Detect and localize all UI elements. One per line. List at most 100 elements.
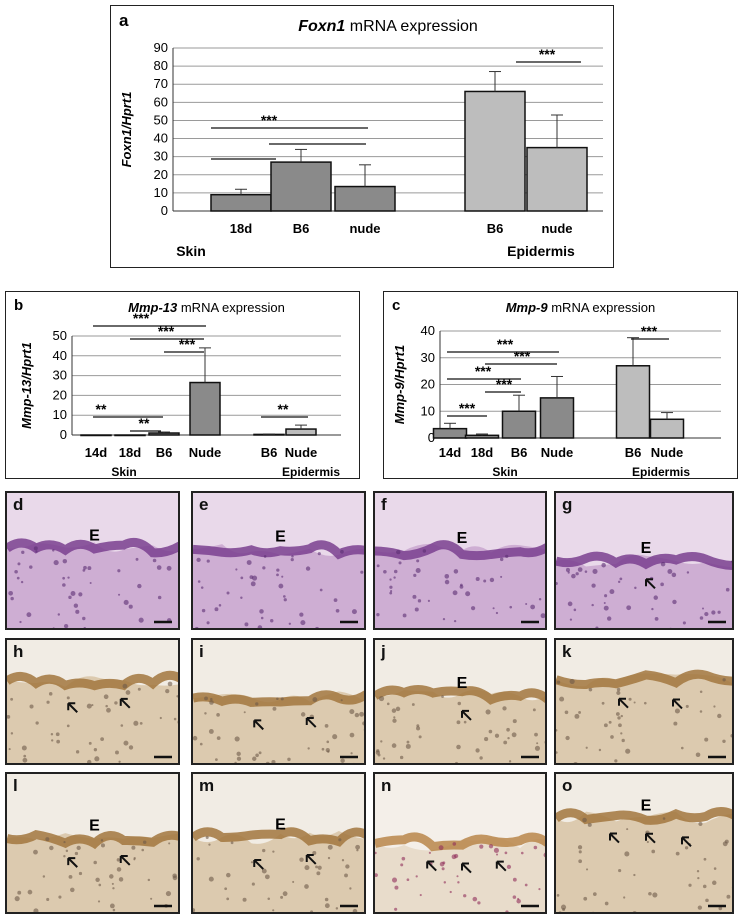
cell-nucleus — [495, 611, 499, 615]
micrograph-image: E — [375, 640, 545, 765]
bar — [526, 146, 588, 212]
bar — [80, 434, 112, 437]
cell-nucleus — [199, 742, 203, 746]
cell-nucleus — [598, 748, 602, 752]
cell-nucleus — [16, 576, 20, 580]
cell-nucleus — [518, 763, 521, 765]
group-label: Epidermis — [507, 243, 575, 259]
cell-nucleus — [230, 841, 234, 845]
category-label: B6 — [487, 221, 504, 236]
cell-nucleus — [391, 877, 398, 883]
cell-nucleus — [540, 613, 545, 619]
cell-nucleus — [674, 708, 680, 714]
cell-nucleus — [730, 734, 732, 738]
cell-nucleus — [278, 583, 284, 589]
cell-nucleus — [242, 897, 247, 902]
bar — [615, 365, 651, 439]
cell-nucleus — [643, 701, 647, 705]
cell-nucleus — [280, 697, 284, 701]
cell-nucleus — [646, 840, 649, 844]
cell-nucleus — [488, 729, 493, 734]
micrograph-k: k — [554, 638, 734, 765]
cell-nucleus — [582, 817, 587, 823]
category-label: B6 — [293, 221, 310, 236]
cell-nucleus — [383, 570, 387, 574]
cell-nucleus — [672, 599, 677, 605]
cell-nucleus — [205, 836, 209, 840]
cell-nucleus — [300, 712, 306, 717]
cell-nucleus — [699, 616, 704, 620]
cell-nucleus — [76, 845, 81, 851]
micrograph-letter: l — [13, 776, 18, 795]
y-tick-label: 50 — [53, 328, 67, 343]
cell-nucleus — [62, 576, 65, 580]
cell-nucleus — [731, 560, 732, 563]
cell-nucleus — [333, 598, 338, 602]
cell-nucleus — [530, 604, 536, 610]
chart-title-gene: Mmp-9 — [506, 300, 549, 315]
dermis — [556, 673, 732, 763]
arrow-icon — [253, 859, 264, 870]
cell-nucleus — [66, 724, 70, 728]
cell-nucleus — [321, 747, 325, 751]
cell-nucleus — [172, 875, 178, 881]
bar — [539, 397, 575, 439]
cell-nucleus — [382, 757, 386, 760]
cell-nucleus — [443, 881, 447, 884]
cell-nucleus — [703, 913, 705, 914]
cell-nucleus — [240, 576, 244, 580]
cell-nucleus — [603, 723, 608, 728]
cell-nucleus — [167, 681, 173, 687]
cell-nucleus — [55, 732, 60, 737]
category-label: 18d — [119, 445, 141, 460]
cell-nucleus — [73, 603, 79, 608]
cell-nucleus — [283, 598, 287, 602]
cell-nucleus — [135, 557, 139, 561]
dermis — [193, 830, 364, 912]
cell-nucleus — [112, 887, 115, 890]
cell-nucleus — [453, 569, 459, 574]
cell-nucleus — [427, 599, 431, 602]
cell-nucleus — [415, 875, 418, 878]
significance-label: *** — [179, 336, 196, 352]
cell-nucleus — [48, 692, 53, 696]
cell-nucleus — [573, 761, 578, 763]
arrow-head — [672, 698, 680, 707]
chart-title: Mmp-9 mRNA expression — [506, 300, 656, 315]
category-label: 18d — [230, 221, 252, 236]
cell-nucleus — [208, 876, 214, 882]
cell-nucleus — [316, 871, 321, 876]
cell-nucleus — [45, 837, 50, 842]
cell-nucleus — [281, 575, 284, 578]
bar — [432, 427, 468, 439]
cell-nucleus — [142, 840, 147, 844]
cell-nucleus — [349, 732, 355, 738]
chart-panel-a: a Foxn1 mRNA expression 0 10 20 30 40 50 60 70 80 9… — [42, 5, 614, 268]
arrow-head — [495, 860, 504, 869]
arrow-icon — [645, 832, 656, 844]
cell-nucleus — [702, 884, 707, 889]
cell-nucleus — [422, 549, 427, 553]
cell-nucleus — [618, 869, 622, 873]
chart-title-gene: Mmp-13 — [128, 300, 178, 315]
cell-nucleus — [613, 764, 618, 765]
cell-nucleus — [100, 839, 104, 842]
cell-nucleus — [393, 716, 396, 719]
cell-nucleus — [559, 696, 565, 702]
cell-nucleus — [516, 898, 521, 904]
cell-nucleus — [412, 594, 417, 599]
cell-nucleus — [304, 884, 309, 889]
cell-nucleus — [617, 716, 621, 720]
cell-nucleus — [449, 890, 452, 894]
cell-nucleus — [351, 609, 357, 615]
cell-nucleus — [70, 591, 76, 596]
cell-nucleus — [402, 613, 407, 618]
cell-nucleus — [375, 851, 377, 855]
cell-nucleus — [652, 892, 658, 898]
micrograph-image — [556, 640, 732, 765]
cell-nucleus — [208, 729, 214, 734]
cell-nucleus — [517, 897, 520, 900]
cell-nucleus — [83, 626, 87, 628]
